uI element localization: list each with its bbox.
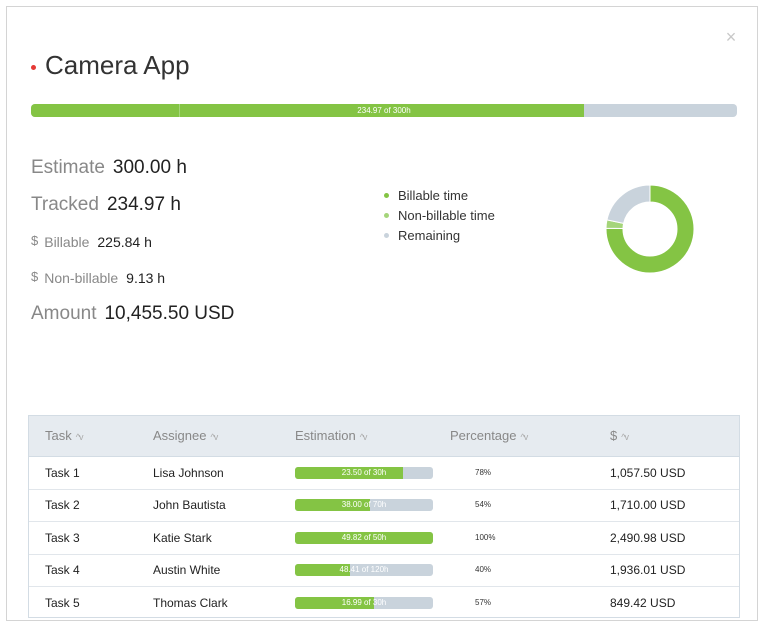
- sort-icon[interactable]: ^v: [75, 432, 84, 442]
- assignee-name: Thomas Clark: [153, 595, 228, 610]
- tracked-label: Tracked: [31, 194, 99, 215]
- progress-segment-tick: [179, 104, 180, 117]
- column-header-estimation[interactable]: Estimation ^v: [295, 428, 368, 443]
- estimation-bar-fill: [295, 596, 374, 609]
- percentage-value: 57%: [475, 597, 492, 607]
- sort-icon[interactable]: ^v: [210, 432, 218, 442]
- table-header: Task ^v Assignee ^v Estimation ^v Percentag…: [29, 416, 739, 457]
- estimation-label: 38.00 of 70h: [341, 500, 387, 510]
- nonbillable-label: Non-billable: [44, 270, 119, 286]
- amount-value: 1,057.50 USD: [610, 466, 686, 480]
- percentage-value: 78%: [475, 468, 492, 477]
- percentage-value: 100%: [475, 532, 496, 542]
- amount-label: Amount: [31, 303, 97, 324]
- legend-dot: [384, 192, 389, 198]
- assignee-name: Lisa Johnson: [153, 466, 224, 480]
- estimation-bar-fill: [295, 564, 351, 577]
- project-progress-bar: 234.97 of 300h: [31, 104, 737, 117]
- dollar-icon: $: [31, 233, 39, 248]
- amount-value: 10,455.50 USD: [104, 303, 235, 324]
- table-row[interactable]: Task 2 John Bautista 38.00 of 70h 54% 1,710.…: [29, 489, 739, 523]
- close-icon[interactable]: ×: [725, 27, 737, 47]
- legend-dot: [384, 232, 389, 238]
- sort-icon[interactable]: ^v: [520, 432, 529, 442]
- tracked-value: 234.97 h: [106, 194, 181, 215]
- estimation-bar-fill: [295, 467, 403, 479]
- amount-value: 1,710.00 USD: [610, 498, 686, 513]
- task-name[interactable]: Task 5: [45, 595, 80, 610]
- task-name[interactable]: Task 1: [45, 466, 80, 480]
- estimate-value: 300.00 h: [112, 157, 187, 178]
- dollar-icon: $: [31, 269, 39, 284]
- project-progress-fill: [31, 104, 584, 117]
- project-title: Camera App: [45, 50, 190, 80]
- amount-value: 1,936.01 USD: [610, 563, 686, 578]
- table-row[interactable]: Task 1 Lisa Johnson 23.50 of 30h 78% 1,057.5…: [29, 457, 739, 490]
- project-color-dot: [31, 65, 36, 70]
- donut-slice-billable-time: [605, 184, 695, 274]
- amount-value: 2,490.98 USD: [610, 530, 686, 545]
- percentage-value: 54%: [475, 500, 492, 510]
- legend-item-remaining: Remaining: [384, 225, 495, 245]
- tasks-table: Task ^v Assignee ^v Estimation ^v Percentag…: [28, 415, 740, 618]
- estimation-bar: 48.41 of 120h: [295, 564, 433, 577]
- task-name[interactable]: Task 4: [45, 563, 80, 578]
- estimate-stat: Estimate 300.00 h: [31, 157, 187, 179]
- estimation-label: 16.99 of 30h: [341, 597, 387, 607]
- time-donut-chart: [605, 184, 695, 274]
- table-row[interactable]: Task 5 Thomas Clark 16.99 of 30h 57% 849.42 …: [29, 587, 739, 619]
- column-header-amount[interactable]: $ ^v: [610, 428, 629, 443]
- estimation-bar: 38.00 of 70h: [295, 499, 433, 512]
- assignee-name: John Bautista: [153, 498, 226, 513]
- legend-label: Billable time: [398, 187, 469, 203]
- amount-stat: Amount 10,455.50 USD: [31, 303, 234, 325]
- estimation-bar: 49.82 of 50h: [295, 531, 433, 544]
- column-header-assignee[interactable]: Assignee ^v: [153, 428, 218, 443]
- table-row[interactable]: Task 4 Austin White 48.41 of 120h 40% 1,936.…: [29, 554, 739, 588]
- estimation-label: 48.41 of 120h: [339, 565, 389, 575]
- billable-stat: $ Billable 225.84 h: [31, 233, 152, 252]
- donut-slice-remaining: [606, 184, 651, 224]
- estimation-bar-fill: [295, 531, 433, 544]
- amount-value: 849.42 USD: [610, 595, 676, 610]
- legend-label: Remaining: [398, 227, 461, 243]
- project-modal: × Camera App 234.97 of 300h Estimate 300.…: [6, 6, 758, 621]
- table-row[interactable]: Task 3 Katie Stark 49.82 of 50h 100% 2,490.9…: [29, 522, 739, 555]
- legend-item-billable: Billable time: [384, 185, 495, 205]
- legend-item-nonbillable: Non-billable time: [384, 205, 495, 225]
- task-name[interactable]: Task 3: [45, 530, 80, 545]
- assignee-name: Katie Stark: [153, 530, 212, 545]
- estimation-label: 49.82 of 50h: [341, 532, 387, 542]
- legend-label: Non-billable time: [398, 207, 495, 223]
- sort-icon[interactable]: ^v: [359, 432, 368, 442]
- tracked-stat: Tracked 234.97 h: [31, 194, 181, 216]
- sort-icon[interactable]: ^v: [621, 432, 629, 442]
- project-progress-label: 234.97 of 300h: [357, 106, 411, 115]
- estimation-bar-fill: [295, 499, 370, 512]
- billable-label: Billable: [44, 234, 90, 250]
- nonbillable-stat: $ Non-billable 9.13 h: [31, 269, 165, 288]
- billable-value: 225.84 h: [97, 234, 152, 250]
- estimation-bar: 16.99 of 30h: [295, 596, 433, 609]
- estimation-label: 23.50 of 30h: [341, 468, 387, 477]
- column-header-percentage[interactable]: Percentage ^v: [450, 428, 529, 443]
- nonbillable-value: 9.13 h: [126, 270, 166, 286]
- task-name[interactable]: Task 2: [45, 498, 80, 513]
- assignee-name: Austin White: [153, 563, 221, 578]
- percentage-value: 40%: [475, 565, 492, 575]
- estimate-label: Estimate: [31, 157, 105, 178]
- estimation-bar: 23.50 of 30h: [295, 467, 433, 479]
- chart-legend: Billable time Non-billable time Remainin…: [384, 185, 495, 245]
- legend-dot: [384, 212, 389, 218]
- column-header-task[interactable]: Task ^v: [45, 428, 84, 443]
